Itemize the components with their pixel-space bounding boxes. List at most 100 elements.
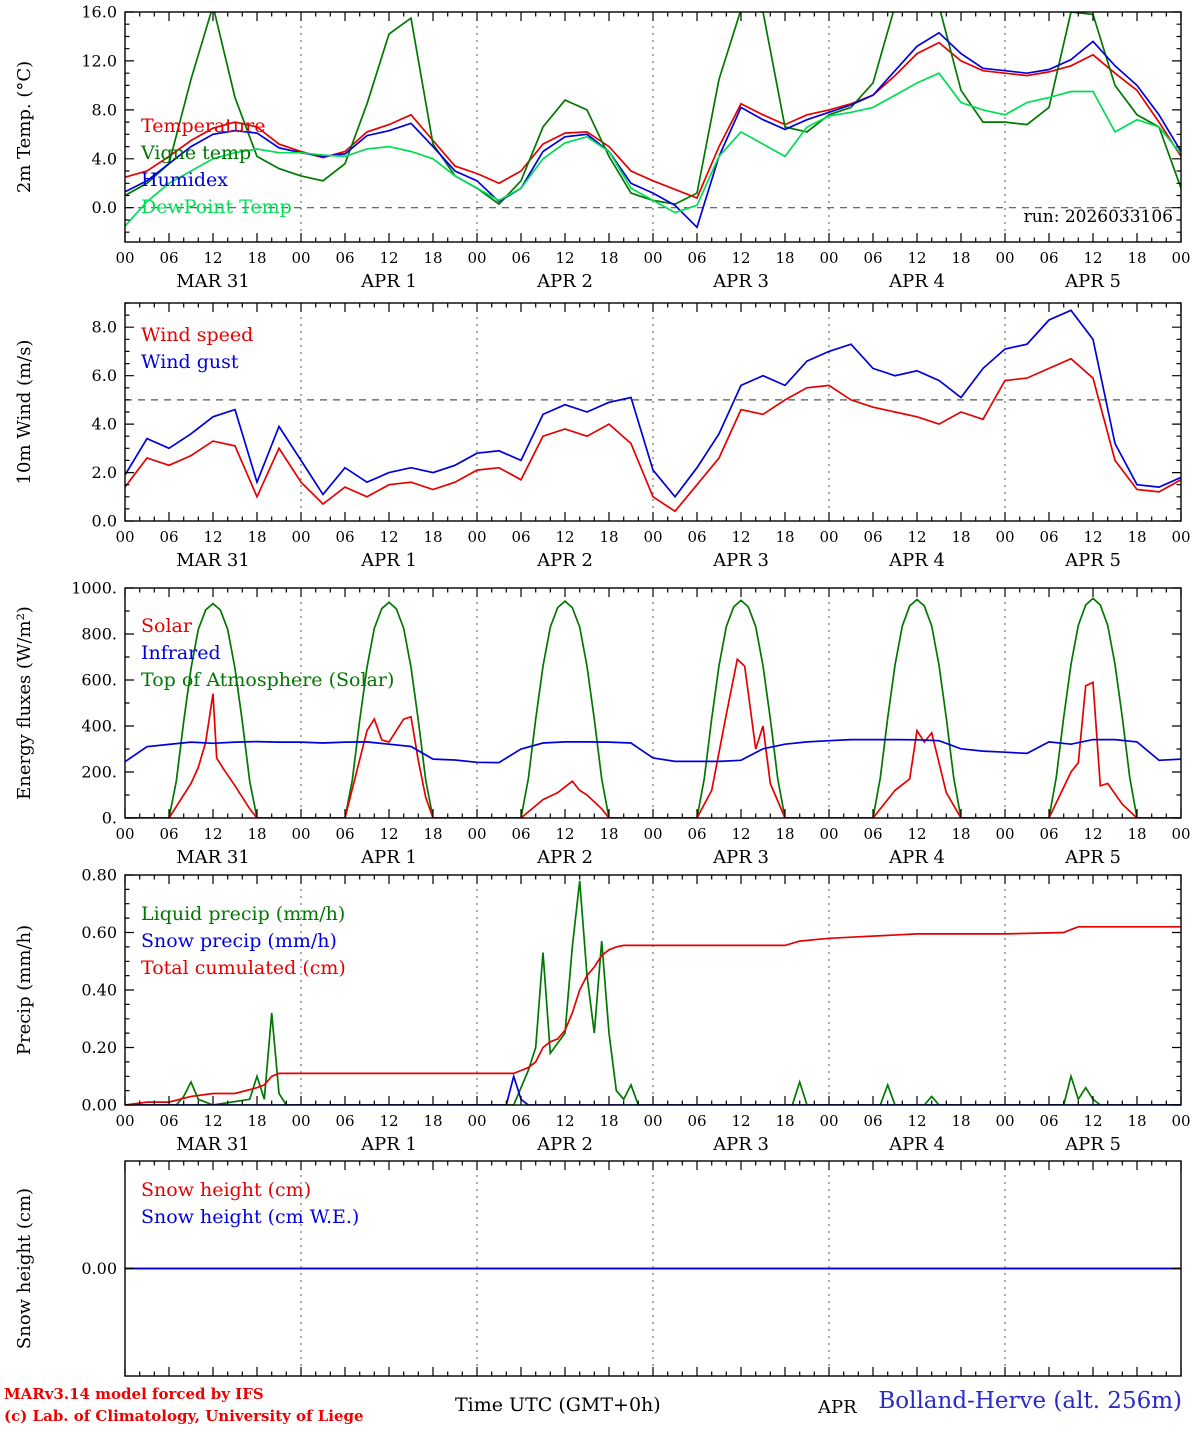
day-label: MAR 31: [176, 550, 250, 571]
x-tick-label: 12: [907, 528, 926, 546]
x-tick-label: 00: [1171, 528, 1190, 546]
x-tick-label: 18: [247, 1112, 266, 1130]
axis-ticks: [124, 302, 1182, 522]
y-tick-label: 0.80: [81, 869, 117, 885]
day-label: APR 1: [360, 271, 417, 292]
legend-temperature: Temperature: [141, 115, 265, 137]
y-tick-label: 0.40: [81, 981, 117, 1000]
legend-snow-height-cm-w-e: Snow height (cm W.E.): [141, 1206, 359, 1228]
snow-height-panel: 0.00 Snow height (cm) Snow height (cm) Snow…: [0, 1157, 1194, 1380]
day-label: APR 5: [1064, 550, 1121, 571]
x-tick-label: 00: [819, 528, 838, 546]
y-tick-label: 8.0: [92, 100, 117, 119]
chart-svg-3: 0.00 0.20 0.40 0.60 0.80 00 06 12 18 00 06 12 18 00 06…: [14, 866, 1191, 1156]
x-tick-label: 12: [1083, 1112, 1102, 1130]
x-tick-label: 12: [203, 249, 222, 267]
credit-line-1: MARv3.14 model forced by IFS: [4, 1385, 264, 1403]
x-tick-label: 18: [775, 528, 794, 546]
legend-total-cumulated-cm: Total cumulated (cm): [141, 957, 346, 979]
x-tick-label: 06: [863, 249, 882, 267]
x-tick-label: 18: [951, 528, 970, 546]
temperature-panel: 0.0 4.0 8.0 12.0 16.0 00 06 12 18 00 06 12 18 00 06 12 1…: [0, 0, 1194, 295]
y-axis-title: 2m Temp. (°C): [14, 61, 35, 193]
y-tick-label: 12.0: [81, 51, 117, 70]
axis-ticks: [124, 11, 1182, 242]
credit-line-2: (c) Lab. of Climatology, University of L…: [4, 1406, 364, 1425]
x-tick-label: 00: [115, 1112, 134, 1130]
axis-ticks: [124, 587, 1182, 819]
x-tick-label: 12: [203, 1112, 222, 1130]
x-tick-label: 18: [951, 249, 970, 267]
x-tick-label: 06: [335, 825, 354, 843]
day-label: APR 1: [360, 550, 417, 571]
x-tick-label: 18: [1127, 1112, 1146, 1130]
temperature-line: [125, 41, 1181, 200]
chart-svg-0: 0.0 4.0 8.0 12.0 16.0 00 06 12 18 00 06 12 18 00 06 12 1…: [14, 3, 1191, 293]
x-tick-label: 12: [203, 825, 222, 843]
y-tick-label: 0.60: [81, 923, 117, 942]
x-tick-label: 12: [731, 528, 750, 546]
legend-solar: Solar: [141, 615, 193, 637]
wind-panel: 0.0 2.0 4.0 6.0 8.0 00 06 12 18 00 06 12 18 00 06 12 18 0…: [0, 295, 1194, 582]
x-tick-label: 18: [423, 1112, 442, 1130]
x-tick-label: 00: [1171, 249, 1190, 267]
x-tick-label: 00: [643, 249, 662, 267]
legend-vigne-temp: Vigne temp: [140, 142, 251, 164]
day-label: APR 2: [536, 1134, 593, 1155]
x-tick-label: 06: [1039, 528, 1058, 546]
y-tick-label: 4.0: [92, 415, 117, 434]
x-tick-label: 12: [203, 528, 222, 546]
dewpoint-temp-line: [125, 72, 1181, 227]
x-tick-label: 18: [951, 1112, 970, 1130]
day-label: MAR 31: [176, 847, 250, 868]
y-tick-label: 8.0: [92, 318, 117, 337]
y-tick-label: 6.0: [92, 366, 117, 385]
x-tick-label: 00: [643, 528, 662, 546]
x-tick-label: 06: [1039, 825, 1058, 843]
snow-precip-line: [125, 1073, 1181, 1105]
x-tick-label: 06: [511, 1112, 530, 1130]
time-axis-label: Time UTC (GMT+0h): [455, 1394, 661, 1416]
wind-gust-line: [125, 309, 1181, 499]
x-tick-label: 06: [335, 1112, 354, 1130]
y-tick-label: 600.: [81, 671, 117, 690]
day-label: APR 3: [712, 847, 769, 868]
legend-infrared: Infrared: [141, 642, 221, 664]
x-tick-label: 12: [731, 249, 750, 267]
x-tick-label: 12: [379, 528, 398, 546]
x-tick-label: 06: [687, 825, 706, 843]
x-tick-label: 00: [467, 825, 486, 843]
y-axis-title: Energy fluxes (W/m²): [14, 606, 35, 800]
day-label: APR 5: [1064, 847, 1121, 868]
y-axis-title: Precip (mm/h): [14, 925, 35, 1055]
x-tick-label: 18: [599, 1112, 618, 1130]
axis-ticks: [124, 1161, 1182, 1376]
y-axis-title: 10m Wind (m/s): [14, 340, 35, 485]
x-tick-label: 12: [379, 1112, 398, 1130]
x-tick-label: 00: [995, 825, 1014, 843]
station-label: Bolland-Herve (alt. 256m): [878, 1388, 1182, 1414]
day-label: APR 1: [360, 1134, 417, 1155]
x-tick-label: 18: [247, 825, 266, 843]
y-axis-title: Snow height (cm): [14, 1188, 35, 1349]
x-tick-label: 06: [159, 249, 178, 267]
day-label: APR 3: [712, 550, 769, 571]
x-tick-label: 06: [511, 528, 530, 546]
model-credit: MARv3.14 model forced by IFS (c) Lab. of…: [4, 1384, 364, 1428]
x-tick-label: 06: [863, 1112, 882, 1130]
x-tick-label: 06: [1039, 249, 1058, 267]
x-tick-label: 00: [467, 1112, 486, 1130]
x-tick-label: 18: [423, 528, 442, 546]
x-tick-label: 18: [599, 528, 618, 546]
legend-snow-precip-mm-h: Snow precip (mm/h): [141, 930, 337, 952]
x-tick-label: 00: [291, 1112, 310, 1130]
y-tick-label: 200.: [81, 763, 117, 782]
x-tick-label: 18: [423, 249, 442, 267]
x-tick-label: 12: [907, 825, 926, 843]
footer: MARv3.14 model forced by IFS (c) Lab. of…: [0, 1380, 1194, 1440]
x-tick-label: 06: [687, 528, 706, 546]
y-tick-label: 2.0: [92, 463, 117, 482]
x-tick-label: 00: [115, 249, 134, 267]
x-tick-label: 12: [1083, 249, 1102, 267]
x-tick-label: 12: [907, 1112, 926, 1130]
